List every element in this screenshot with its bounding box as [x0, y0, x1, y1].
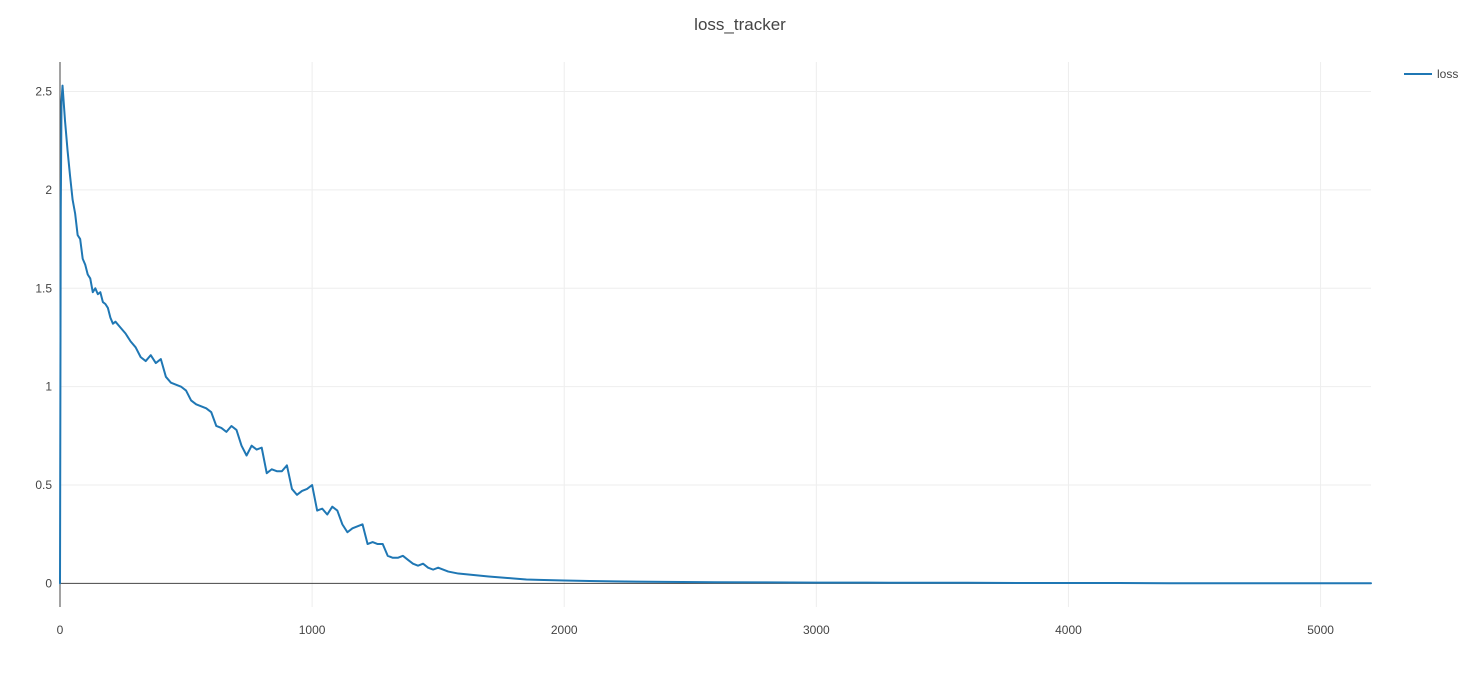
- legend-label: loss: [1437, 67, 1458, 81]
- x-tick-label: 4000: [1055, 623, 1082, 637]
- legend[interactable]: loss: [1404, 67, 1458, 81]
- x-tick-label: 5000: [1307, 623, 1334, 637]
- legend-item-loss[interactable]: loss: [1404, 67, 1458, 81]
- x-tick-label: 0: [57, 623, 64, 637]
- y-tick-label: 2.5: [35, 85, 52, 99]
- series-line-loss[interactable]: [59, 84, 1372, 585]
- y-tick-label: 2: [45, 183, 52, 197]
- y-tick-label: 1.5: [35, 281, 52, 295]
- y-tick-label: 0: [45, 576, 52, 590]
- grid-layer: [60, 62, 1371, 607]
- x-tick-label: 2000: [551, 623, 578, 637]
- chart-title: loss_tracker: [694, 15, 786, 34]
- y-tick-label: 1: [45, 380, 52, 394]
- axis-layer: 0 1000 2000 3000 4000 5000 0 0.5 1 1.5 2 2.5: [35, 62, 1371, 637]
- x-tick-label: 3000: [803, 623, 830, 637]
- y-tick-label: 0.5: [35, 478, 52, 492]
- series-layer: [59, 84, 1372, 585]
- x-tick-label: 1000: [299, 623, 326, 637]
